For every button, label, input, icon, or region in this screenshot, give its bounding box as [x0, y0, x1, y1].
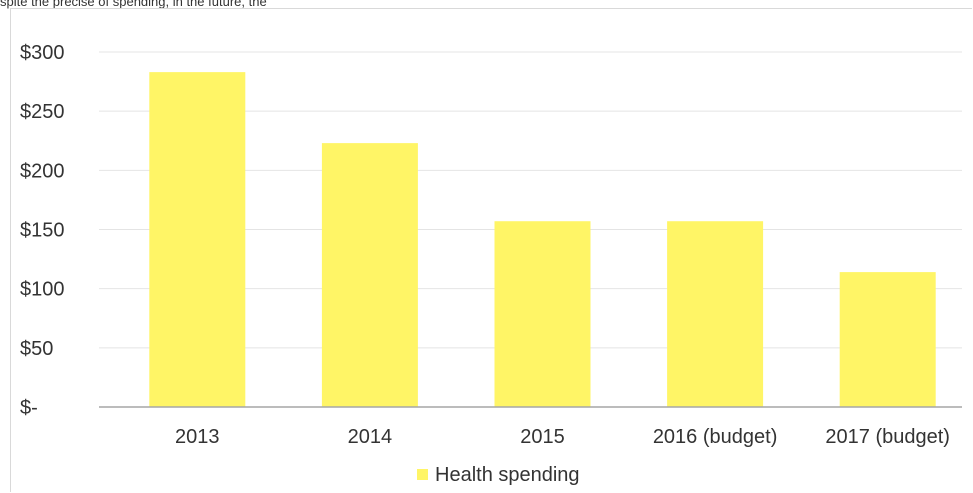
bar-2016-budget	[667, 221, 764, 407]
top-caption: spite the precise of spending, in the fu…	[0, 0, 267, 9]
bar-2013	[149, 72, 246, 407]
chart-frame	[10, 8, 972, 492]
x-tick-label: 2014	[348, 426, 393, 448]
x-axis-tick-labels: 2013 2014 2015 2016 (budget) 2017 (budget)	[175, 426, 950, 448]
y-tick-label: $100	[20, 279, 65, 301]
y-tick-label: $200	[20, 160, 65, 182]
bar-2017-budget	[839, 272, 936, 407]
y-tick-label: $250	[20, 101, 65, 123]
y-tick-label: $-	[20, 397, 38, 419]
legend-swatch-health-spending	[417, 469, 428, 480]
x-tick-label: 2016 (budget)	[653, 426, 778, 448]
bar-2015	[494, 221, 591, 407]
y-tick-label: $150	[20, 220, 65, 242]
legend: Health spending	[417, 464, 580, 486]
y-tick-label: $50	[20, 338, 53, 360]
legend-label-health-spending: Health spending	[435, 464, 580, 486]
x-tick-label: 2015	[520, 426, 565, 448]
bars	[149, 72, 936, 407]
y-tick-label: $300	[20, 42, 65, 64]
y-axis-tick-labels: $- $50 $100 $150 $200 $250 $300	[20, 42, 65, 419]
bar-2014	[321, 143, 418, 407]
x-tick-label: 2017 (budget)	[825, 426, 950, 448]
x-tick-label: 2013	[175, 426, 220, 448]
